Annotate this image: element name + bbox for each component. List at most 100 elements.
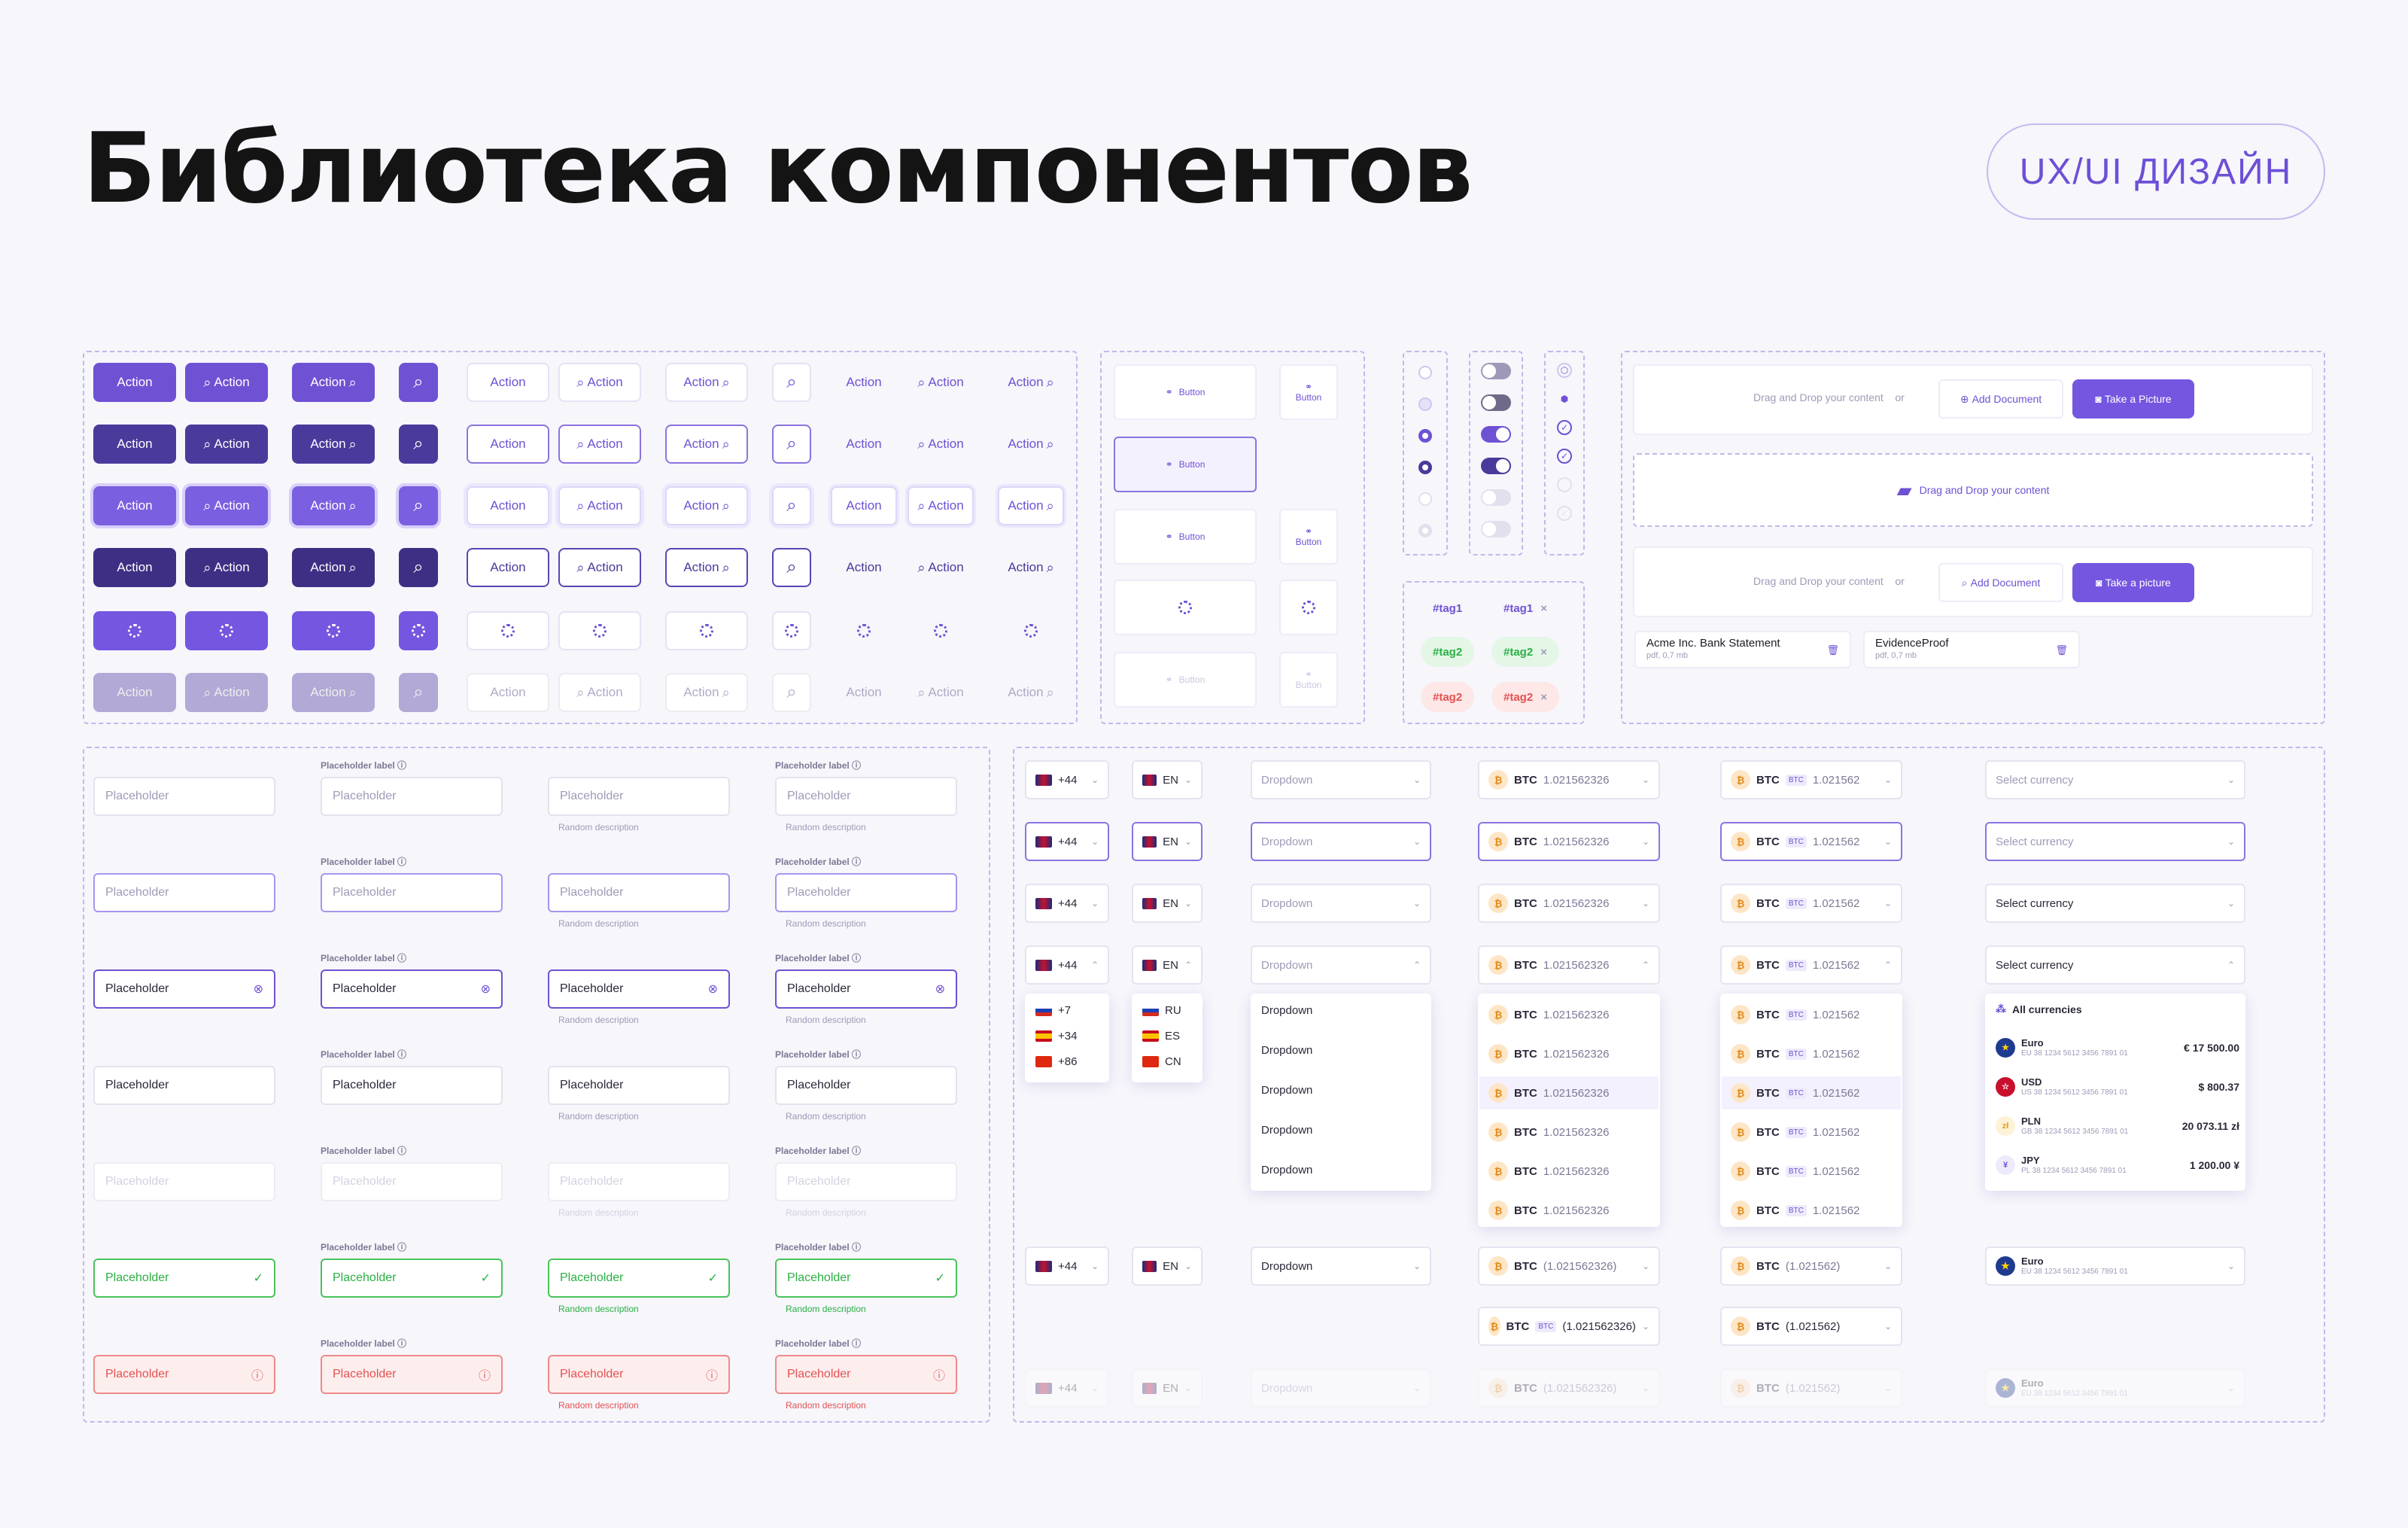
icon-button-3[interactable]: ⚭ Button — [1114, 509, 1257, 565]
add-document-button-2[interactable]: ⌕ Add Document — [1938, 563, 2063, 602]
action-button[interactable]: Action ⌕ — [292, 425, 375, 464]
btc-option[interactable]: ₿ BTC 1.021562326 — [1479, 1076, 1659, 1109]
btc-select-ticker[interactable]: ₿ BTC BTC (1.021562326) ⌄ — [1478, 1307, 1660, 1346]
currency-select[interactable]: Select currency ⌃ — [1985, 945, 2245, 985]
action-button[interactable]: Action ⌕ — [292, 486, 375, 525]
hexagon-check-empty[interactable]: ⬡ — [1557, 363, 1572, 378]
action-button[interactable]: Action — [467, 425, 549, 464]
btc-select[interactable]: ₿ BTC 1.021562326 ⌃ — [1478, 945, 1660, 985]
btc-option[interactable]: ₿ BTC 1.021562326 — [1479, 1194, 1659, 1227]
phone-code-select[interactable]: +44 ⌄ — [1025, 822, 1109, 861]
action-button[interactable]: Action — [831, 548, 897, 587]
btc-select[interactable]: ₿ BTC (1.021562326) ⌄ — [1478, 1246, 1660, 1286]
action-button[interactable]: Action ⌕ — [998, 486, 1064, 525]
text-input[interactable]: Placeholder ✓ — [775, 1259, 957, 1298]
tag-2-red[interactable]: #tag2 — [1421, 682, 1475, 712]
text-input[interactable]: Placeholder — [321, 873, 503, 912]
clear-icon[interactable]: ⊗ — [480, 983, 491, 996]
currency-option[interactable]: ☆ USD US 38 1234 5612 3456 7891 01 $ 800.37 — [1996, 1076, 2239, 1097]
dropdown-select[interactable]: Dropdown ⌄ — [1251, 884, 1431, 923]
action-button[interactable]: ⌕ Action — [185, 486, 268, 525]
close-icon[interactable]: × — [1540, 645, 1547, 659]
currency-select[interactable]: ★ Euro EU 38 1234 5612 3456 7891 01 ⌄ — [1985, 1246, 2245, 1286]
btc-short-option[interactable]: ₿ BTC BTC 1.021562 — [1722, 1116, 1901, 1149]
btc-short-option[interactable]: ₿ BTC BTC 1.021562 — [1722, 1155, 1901, 1188]
action-button[interactable] — [772, 611, 811, 650]
tag-2-green[interactable]: #tag2 — [1421, 637, 1475, 667]
action-button[interactable]: ⌕ Action — [908, 486, 974, 525]
phone-code-select[interactable]: +44 ⌄ — [1025, 1246, 1109, 1286]
tag-2-green-removable[interactable]: #tag2 × — [1491, 637, 1559, 667]
text-input[interactable]: Placeholder — [775, 873, 957, 912]
btc-option[interactable]: ₿ BTC 1.021562326 — [1479, 998, 1659, 1031]
btc-short-option[interactable]: ₿ BTC BTC 1.021562 — [1722, 1076, 1901, 1109]
action-button[interactable]: Action ⌕ — [998, 363, 1064, 402]
dropdown-option[interactable]: Dropdown — [1261, 1044, 1313, 1057]
language-select[interactable]: EN ⌄ — [1132, 760, 1202, 799]
text-input[interactable]: Placeholder — [548, 1066, 730, 1105]
dropdown-select[interactable]: Dropdown ⌄ — [1251, 760, 1431, 799]
action-button[interactable]: Action — [467, 363, 549, 402]
text-input[interactable]: Placeholder — [93, 1066, 275, 1105]
icon-button-v1[interactable]: ⚭ Button — [1279, 364, 1338, 420]
radio-unchecked[interactable] — [1418, 366, 1432, 379]
toggle-on[interactable] — [1481, 426, 1511, 443]
action-button[interactable] — [292, 611, 375, 650]
action-button[interactable] — [185, 611, 268, 650]
language-select[interactable]: EN ⌄ — [1132, 884, 1202, 923]
dropdown-select[interactable]: Dropdown ⌄ — [1251, 1246, 1431, 1286]
action-button[interactable]: Action — [467, 486, 549, 525]
text-input[interactable]: Placeholder ⊗ — [548, 969, 730, 1009]
action-button[interactable]: ⌕ — [772, 548, 811, 587]
action-button[interactable]: Action ⌕ — [998, 425, 1064, 464]
action-button[interactable] — [908, 611, 974, 650]
text-input[interactable]: Placeholder ⊗ — [93, 969, 275, 1009]
language-option[interactable]: ES — [1142, 1030, 1180, 1043]
icon-button-v-loading[interactable] — [1279, 580, 1338, 635]
action-button[interactable]: Action ⌕ — [665, 548, 748, 587]
action-button[interactable]: ⌕ Action — [908, 548, 974, 587]
icon-button-loading[interactable] — [1114, 580, 1257, 635]
language-select[interactable]: EN ⌄ — [1132, 1246, 1202, 1286]
action-button[interactable] — [665, 611, 748, 650]
action-button[interactable]: ⌕ Action — [558, 425, 641, 464]
language-select[interactable]: EN ⌄ — [1132, 822, 1202, 861]
text-input[interactable]: Placeholder — [548, 873, 730, 912]
action-button[interactable]: Action — [831, 363, 897, 402]
action-button[interactable]: ⌕ Action — [558, 548, 641, 587]
action-button[interactable]: ⌕ — [399, 363, 438, 402]
action-button[interactable]: ⌕ Action — [558, 363, 641, 402]
language-option[interactable]: RU — [1142, 1004, 1181, 1017]
btc-select[interactable]: ₿ BTC 1.021562326 ⌄ — [1478, 822, 1660, 861]
action-button[interactable]: ⌕ Action — [908, 363, 974, 402]
action-button[interactable]: Action — [93, 425, 176, 464]
currency-select[interactable]: Select currency ⌄ — [1985, 822, 2245, 861]
trash-icon[interactable]: 🗑 — [2055, 644, 2068, 656]
all-currencies-option[interactable]: ⁂ All currencies — [1996, 1003, 2082, 1015]
close-icon[interactable]: × — [1540, 690, 1547, 704]
text-input[interactable]: Placeholder ⓘ — [775, 1355, 957, 1394]
clear-icon[interactable]: ⊗ — [707, 983, 718, 996]
phone-option[interactable]: +7 — [1035, 1004, 1071, 1017]
text-input[interactable]: Placeholder ✓ — [321, 1259, 503, 1298]
btc-short-select[interactable]: ₿ BTC BTC 1.021562 ⌄ — [1720, 760, 1902, 799]
radio-checked[interactable] — [1418, 429, 1432, 443]
btc-short-option[interactable]: ₿ BTC BTC 1.021562 — [1722, 1037, 1901, 1070]
btc-short-select-2[interactable]: ₿ BTC (1.021562) ⌄ — [1720, 1307, 1902, 1346]
action-button[interactable] — [93, 611, 176, 650]
text-input[interactable]: Placeholder ⓘ — [93, 1355, 275, 1394]
btc-option[interactable]: ₿ BTC 1.021562326 — [1479, 1155, 1659, 1188]
dropdown-option[interactable]: Dropdown — [1261, 1084, 1313, 1097]
currency-option[interactable]: zł PLN GB 38 1234 5612 3456 7891 01 20 073.… — [1996, 1116, 2239, 1137]
trash-icon[interactable]: 🗑 — [1826, 644, 1839, 656]
action-button[interactable]: ⌕ Action — [185, 363, 268, 402]
btc-short-option[interactable]: ₿ BTC BTC 1.021562 — [1722, 1194, 1901, 1227]
icon-button-v3[interactable]: ⚭ Button — [1279, 509, 1338, 565]
action-button[interactable] — [558, 611, 641, 650]
action-button[interactable]: Action ⌕ — [665, 363, 748, 402]
clear-icon[interactable]: ⊗ — [935, 983, 945, 996]
action-button[interactable]: ⌕ — [772, 363, 811, 402]
text-input[interactable]: Placeholder ✓ — [93, 1259, 275, 1298]
dropdown-select[interactable]: Dropdown ⌃ — [1251, 945, 1431, 985]
phone-option[interactable]: +34 — [1035, 1030, 1077, 1043]
